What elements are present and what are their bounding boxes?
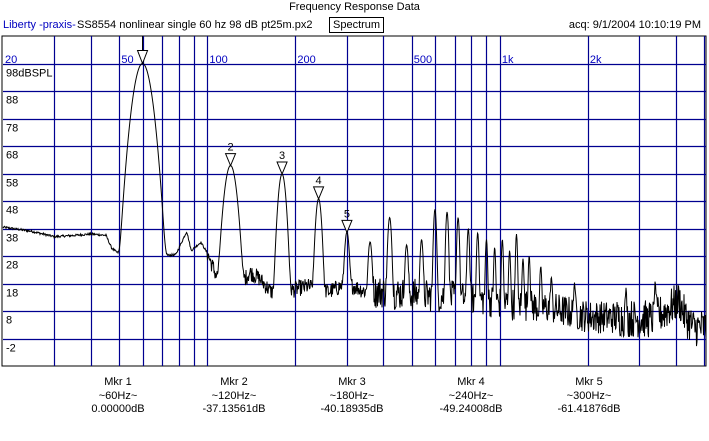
x-tick-label: 50 — [121, 54, 133, 66]
acquisition-timestamp: acq: 9/1/2004 10:10:19 PM — [568, 19, 701, 31]
trace-group — [2, 62, 707, 347]
measurement-description: SS8554 nonlinear single 60 hz 98 dB pt25… — [77, 19, 313, 31]
y-tick-label: 28 — [6, 260, 18, 272]
marker-level: -37.13561dB — [202, 403, 266, 415]
marker-label: Mkr 5 — [575, 376, 603, 388]
marker-freq: ~120Hz~ — [211, 389, 257, 402]
marker-level: -61.41876dB — [557, 403, 621, 415]
marker-level: -40.18935dB — [320, 403, 384, 415]
x-tick-label: 200 — [297, 54, 315, 66]
marker-group: 2 3 4 5 — [136, 36, 353, 234]
marker-readout: Mkr 5 ~300Hz~ -61.41876dB — [529, 376, 649, 417]
y-tick-label: 8 — [6, 315, 12, 327]
marker-triangle-icon — [224, 153, 237, 167]
spectrum-trace — [2, 62, 707, 347]
chart-title: Frequency Response Data — [289, 1, 420, 13]
marker-number: 4 — [316, 175, 322, 187]
y-tick-label: 58 — [6, 178, 18, 190]
x-tick-label: 500 — [414, 54, 432, 66]
x-tick-label: 100 — [209, 54, 227, 66]
marker-level: 0.00000dB — [91, 403, 145, 415]
marker-label: Mkr 4 — [457, 376, 485, 388]
marker-triangle-icon — [341, 219, 353, 234]
marker-number: 3 — [279, 150, 285, 162]
marker-readout: Mkr 1 ~60Hz~ 0.00000dB — [58, 376, 178, 417]
marker-readout: Mkr 3 ~180Hz~ -40.18935dB — [292, 376, 412, 417]
spectrum-button[interactable]: Spectrum — [329, 17, 385, 33]
marker-number: 2 — [227, 142, 233, 154]
marker-triangle-icon — [136, 50, 149, 65]
marker-label: Mkr 3 — [338, 376, 366, 388]
marker-freq: ~240Hz~ — [448, 389, 494, 402]
marker-freq: ~300Hz~ — [566, 389, 612, 402]
marker-readout: Mkr 2 ~120Hz~ -37.13561dB — [174, 376, 294, 417]
marker-number: 5 — [344, 208, 350, 220]
y-tick-label: -2 — [6, 343, 16, 355]
y-tick-label: 68 — [6, 150, 18, 162]
axis-labels: 98dBSPL 88 78 68 58 48 38 28 18 8 -2 20 50 100 200 500 1… — [5, 54, 602, 355]
marker-triangle-icon — [312, 186, 325, 201]
y-tick-label: 98dBSPL — [6, 68, 52, 80]
y-tick-label: 38 — [6, 233, 18, 245]
marker-level: -49.24008dB — [439, 403, 503, 415]
y-tick-label: 48 — [6, 205, 18, 217]
x-tick-label: 1k — [502, 54, 514, 66]
y-tick-label: 88 — [6, 95, 18, 107]
marker-freq: ~180Hz~ — [329, 389, 375, 402]
y-tick-label: 78 — [6, 123, 18, 135]
marker-freq: ~60Hz~ — [98, 389, 138, 402]
y-tick-label: 18 — [6, 288, 18, 300]
source-label: Liberty -praxis- — [3, 19, 76, 31]
marker-triangle-icon — [276, 161, 288, 176]
marker-readout: Mkr 4 ~240Hz~ -49.24008dB — [411, 376, 531, 417]
x-tick-label: 20 — [5, 54, 17, 66]
marker-label: Mkr 1 — [104, 376, 132, 388]
marker-label: Mkr 2 — [220, 376, 248, 388]
x-tick-label: 2k — [590, 54, 602, 66]
